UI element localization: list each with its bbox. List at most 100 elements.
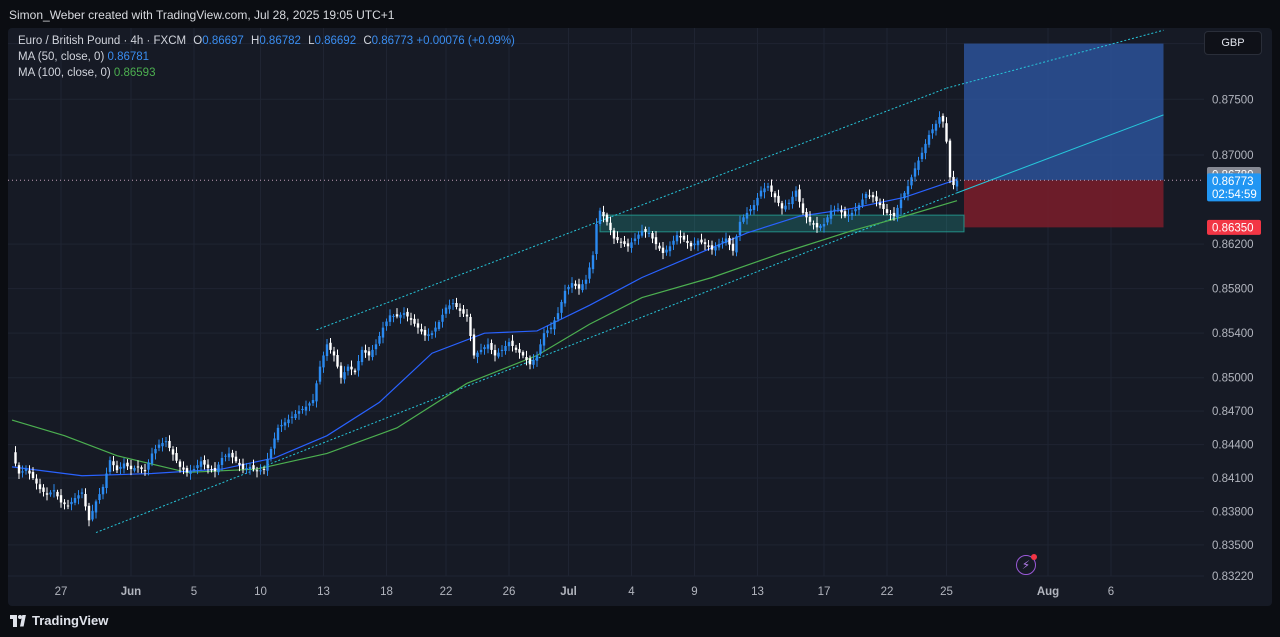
candle [182,461,185,475]
candle-body [329,342,332,350]
candle-body [437,322,441,330]
candle [766,182,770,191]
candle-body [941,115,945,122]
candle-body [665,249,668,253]
candle [21,465,24,478]
candle-body [364,350,367,353]
candle [801,198,805,215]
candle-body [511,340,514,346]
price-tick-label: 0.85800 [1212,284,1254,296]
candle [343,366,346,384]
chart-panel[interactable]: 0.880000.875000.870000.862000.858000.854… [8,28,1272,606]
candle-body [343,372,346,380]
candle-body [619,241,623,243]
candle-body [808,216,812,222]
candle [829,204,833,225]
candle [763,182,766,199]
candle-body [598,210,602,225]
candle-body [290,416,294,418]
candle [574,280,577,290]
candle [402,307,406,319]
price-tick-label: 0.84700 [1212,406,1254,418]
candle [521,350,525,359]
candle-body [952,176,955,186]
candle-body [756,197,759,206]
candle [714,242,717,256]
candle-body [150,453,154,464]
candle [836,203,840,213]
candle [213,462,217,478]
candle [143,463,147,476]
candle-body [668,246,672,252]
legend-ma50-row[interactable]: MA (50, close, 0) 0.86781 [18,49,515,65]
candle [49,490,52,497]
candle-body [595,224,598,254]
candle-body [304,406,308,411]
candle-body [420,329,423,332]
target-zone [964,43,1164,181]
candle-body [199,461,203,467]
candle-body [752,205,756,211]
candle [588,262,591,284]
candle-body [462,309,465,314]
candle-body [119,466,122,469]
candle [385,318,388,331]
candle [203,455,206,470]
candle [721,237,724,249]
candle [455,297,458,310]
candle-body [661,247,665,253]
flash-icon[interactable]: ⚡ [1016,554,1037,575]
candle [560,299,563,319]
price-chart[interactable]: 0.880000.875000.870000.862000.858000.854… [8,28,1272,606]
candle [150,447,154,467]
candle [399,312,402,324]
candle [724,232,728,246]
tradingview-logo[interactable]: TradingView [10,613,108,628]
candle-body [651,233,654,239]
candle [308,401,311,412]
candle-body [546,330,549,334]
stop-price-label-bg [1207,219,1261,235]
candle-body [542,333,546,346]
candle [903,190,906,201]
candle-body [136,466,140,468]
candle-body [91,510,94,520]
candle-body [497,352,500,357]
candle-body [451,303,455,305]
candle [451,299,455,310]
candle [304,400,308,416]
candle [266,452,269,476]
candle [14,446,17,467]
candle [56,489,59,500]
currency-button[interactable]: GBP [1204,31,1262,55]
candle [703,238,707,251]
price-tick-label: 0.84100 [1212,473,1254,485]
candle [294,410,297,421]
candle [878,198,882,209]
legend-ma100-label: MA (100, close, 0) [18,67,111,79]
candle-body [413,318,416,324]
candle-body [605,214,609,222]
candle-body [899,199,903,209]
candle-body [115,465,119,471]
candle [518,343,521,359]
candle-body [311,400,315,404]
time-tick-label: 5 [191,586,197,598]
legend-o-value: 0.86697 [202,35,244,47]
candle-body [129,465,133,470]
candle-body [822,224,826,227]
candle [805,208,808,224]
candle [416,318,420,334]
candle-body [371,349,374,358]
candle [353,368,357,375]
legend-ma100-row[interactable]: MA (100, close, 0) 0.86593 [18,65,515,81]
candle-body [868,195,871,197]
candle [934,120,938,136]
time-tick-label: 17 [818,586,831,598]
candle-body [339,365,343,378]
candle [17,462,21,480]
candle-body [563,290,567,304]
candle [570,277,574,293]
candle [122,458,126,474]
candle [332,346,336,362]
